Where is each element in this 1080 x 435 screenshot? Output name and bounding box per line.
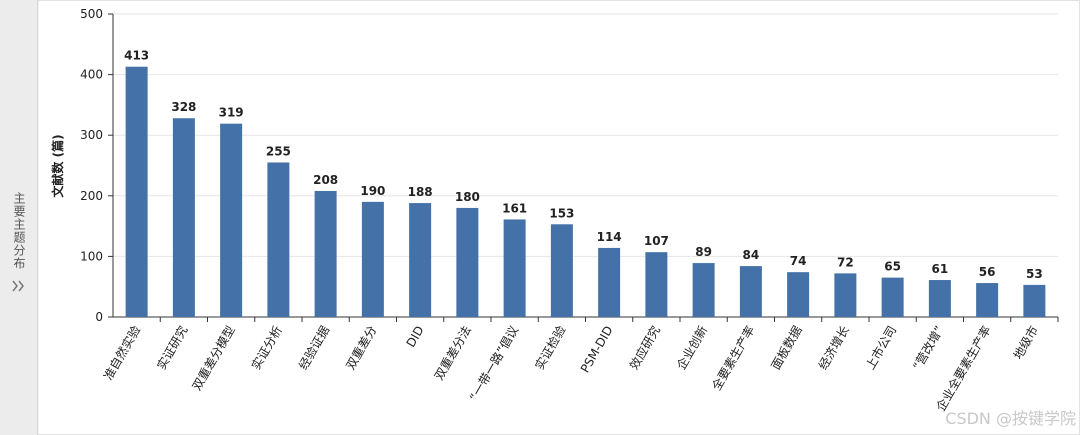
bar bbox=[409, 203, 432, 317]
value-label: 65 bbox=[884, 260, 901, 274]
bar bbox=[598, 247, 621, 317]
value-label: 319 bbox=[219, 106, 244, 120]
bar bbox=[928, 280, 951, 317]
x-tick-label: 经验证据 bbox=[295, 323, 332, 372]
bar bbox=[881, 277, 904, 317]
x-tick-label: 实证分析 bbox=[248, 323, 285, 372]
side-panel[interactable]: 主要主题分布 bbox=[0, 0, 38, 435]
x-tick-label: 实证研究 bbox=[153, 323, 190, 372]
value-label: 190 bbox=[360, 184, 385, 198]
bar bbox=[267, 162, 290, 317]
bar bbox=[314, 190, 337, 317]
value-label: 188 bbox=[408, 185, 433, 199]
value-label: 72 bbox=[837, 255, 854, 269]
value-label: 56 bbox=[979, 265, 996, 279]
y-tick-label: 400 bbox=[80, 68, 103, 82]
expand-icon[interactable] bbox=[12, 280, 26, 292]
x-tick-label: 全要素生产率 bbox=[708, 323, 757, 393]
x-tick-label: 面板数据 bbox=[768, 323, 805, 372]
x-tick-label: 企业创新 bbox=[673, 323, 710, 372]
bar bbox=[125, 66, 148, 317]
bar bbox=[361, 201, 384, 317]
value-label: 53 bbox=[1026, 267, 1043, 281]
x-tick-label: 双重差分模型 bbox=[190, 324, 238, 393]
x-tick-label: 实证检验 bbox=[531, 323, 568, 372]
value-label: 255 bbox=[266, 144, 291, 158]
x-tick-label: 经济增长 bbox=[815, 323, 852, 372]
bar bbox=[172, 118, 195, 318]
value-label: 208 bbox=[313, 173, 338, 187]
y-tick-label: 100 bbox=[80, 249, 103, 263]
x-tick-label: 准自然实验 bbox=[100, 323, 143, 382]
bar bbox=[550, 224, 573, 317]
value-label: 107 bbox=[644, 234, 669, 248]
watermark: CSDN @按键学院 bbox=[945, 409, 1076, 428]
y-tick-label: 0 bbox=[95, 310, 103, 324]
chart: 文献数 (篇) 0 100 200 300 400 500 准自然实验 413 实证研究 328 双… bbox=[38, 0, 1080, 435]
side-panel-label[interactable]: 主要主题分布 bbox=[12, 192, 26, 270]
bar bbox=[739, 266, 762, 317]
value-label: 413 bbox=[124, 49, 149, 63]
x-tick-label: “一带一路”倡议 bbox=[466, 323, 521, 404]
value-label: 61 bbox=[932, 262, 949, 276]
value-label: 180 bbox=[455, 190, 480, 204]
y-tick-label: 200 bbox=[80, 189, 103, 203]
value-label: 74 bbox=[790, 254, 807, 268]
value-label: 114 bbox=[597, 230, 622, 244]
x-tick-label: 上市公司 bbox=[862, 323, 899, 372]
bar bbox=[645, 252, 668, 317]
bar bbox=[1023, 284, 1046, 317]
bar bbox=[503, 219, 526, 317]
bar bbox=[456, 207, 479, 317]
value-label: 89 bbox=[695, 245, 712, 259]
value-label: 328 bbox=[171, 100, 196, 114]
value-label: 161 bbox=[502, 201, 527, 215]
x-tick-label: 地级市 bbox=[1010, 323, 1041, 362]
bar bbox=[692, 263, 715, 317]
y-tick-label: 500 bbox=[80, 7, 103, 21]
x-tick-label: “营改增” bbox=[910, 324, 946, 373]
x-tick-label: 效应研究 bbox=[626, 323, 663, 372]
y-tick-label: 300 bbox=[80, 128, 103, 142]
x-tick-label: 双重差分 bbox=[343, 324, 379, 373]
x-tick-label: PSM-DID bbox=[578, 324, 616, 376]
bar bbox=[220, 123, 243, 317]
value-label: 84 bbox=[743, 248, 760, 262]
bar bbox=[834, 273, 857, 317]
bar bbox=[787, 272, 810, 317]
x-tick-label: 双重差分法 bbox=[432, 324, 474, 383]
x-tick-label: DID bbox=[404, 324, 427, 350]
bar bbox=[976, 283, 999, 317]
y-axis-title: 文献数 (篇) bbox=[50, 134, 65, 197]
value-label: 153 bbox=[549, 206, 574, 220]
